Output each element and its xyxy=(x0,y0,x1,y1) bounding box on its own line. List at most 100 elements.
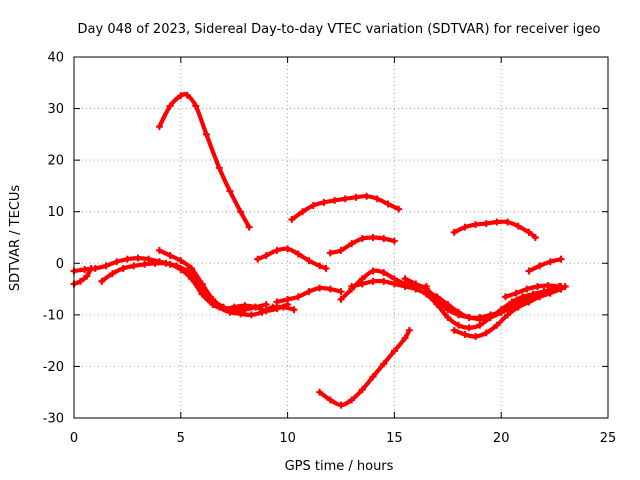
x-tick-label: 20 xyxy=(493,431,510,446)
data-point xyxy=(241,306,249,314)
data-point xyxy=(450,228,458,236)
series-layer xyxy=(70,91,569,409)
data-point xyxy=(465,313,473,321)
data-point xyxy=(284,245,292,253)
data-point xyxy=(390,280,398,288)
data-point xyxy=(536,262,544,270)
data-point xyxy=(461,223,469,231)
series-arc-16 xyxy=(450,218,539,241)
data-point xyxy=(316,284,324,292)
data-point xyxy=(209,295,217,303)
data-point xyxy=(523,285,531,293)
data-point xyxy=(358,280,366,288)
data-point xyxy=(273,298,281,306)
data-point xyxy=(534,282,542,290)
data-point xyxy=(369,277,377,285)
data-point xyxy=(433,293,441,301)
data-point xyxy=(166,102,174,110)
data-point xyxy=(352,193,360,201)
data-point xyxy=(337,246,345,254)
data-point xyxy=(187,264,195,272)
data-point xyxy=(113,258,121,266)
series-arc-18 xyxy=(501,281,563,301)
data-point xyxy=(130,262,138,270)
data-point xyxy=(454,321,462,329)
data-point xyxy=(546,289,554,297)
data-point xyxy=(326,285,334,293)
data-point xyxy=(561,282,569,290)
data-point xyxy=(226,187,234,195)
data-point xyxy=(294,293,302,301)
data-point xyxy=(140,260,148,268)
data-point xyxy=(279,303,287,311)
data-point xyxy=(183,267,191,275)
data-point xyxy=(145,255,153,263)
data-point xyxy=(405,326,413,334)
y-tick-label: -30 xyxy=(43,412,64,427)
data-point xyxy=(444,301,452,309)
series-line xyxy=(452,219,538,240)
data-point xyxy=(337,295,345,303)
y-tick-label: 30 xyxy=(47,102,64,117)
data-point xyxy=(262,301,270,309)
data-point xyxy=(401,334,409,342)
data-point xyxy=(401,275,409,283)
data-point xyxy=(123,255,131,263)
data-point xyxy=(230,306,238,314)
data-point xyxy=(331,196,339,204)
y-tick-label: -20 xyxy=(43,360,64,375)
data-point xyxy=(134,254,142,262)
data-point xyxy=(83,272,91,280)
data-point xyxy=(525,298,533,306)
data-point xyxy=(198,280,206,288)
data-point xyxy=(183,91,191,99)
series-arc-10 xyxy=(316,326,413,409)
data-point xyxy=(358,386,366,394)
data-point xyxy=(81,265,89,273)
y-tick-label: 10 xyxy=(47,205,64,220)
data-point xyxy=(316,262,324,270)
data-point xyxy=(284,295,292,303)
y-axis-label: SDTVAR / TECUs xyxy=(8,185,23,292)
series-line xyxy=(526,257,564,274)
data-point xyxy=(380,235,388,243)
y-tick-label: 0 xyxy=(56,257,64,272)
data-point xyxy=(320,198,328,206)
data-point xyxy=(237,208,245,216)
data-point xyxy=(514,303,522,311)
data-point xyxy=(337,401,345,409)
data-point xyxy=(98,277,106,285)
data-point xyxy=(294,250,302,258)
data-point xyxy=(348,240,356,248)
series-line xyxy=(157,91,252,230)
x-tick-label: 0 xyxy=(70,431,78,446)
data-point xyxy=(348,282,356,290)
data-point xyxy=(102,262,110,270)
chart-title: Day 048 of 2023, Sidereal Day-to-day VTE… xyxy=(78,22,601,37)
data-point xyxy=(555,282,563,290)
plot-frame xyxy=(73,56,609,419)
grid xyxy=(74,57,608,418)
data-point xyxy=(476,313,484,321)
data-point xyxy=(309,202,317,210)
series-arc-1 xyxy=(155,91,253,231)
data-point xyxy=(454,308,462,316)
data-point xyxy=(192,102,200,110)
data-point xyxy=(369,234,377,241)
data-point xyxy=(262,252,270,260)
data-point xyxy=(512,289,520,297)
data-point xyxy=(395,205,403,213)
x-axis-label: GPS time / hours xyxy=(285,459,394,474)
x-tick-label: 15 xyxy=(386,431,403,446)
y-tick-label: -10 xyxy=(43,308,64,323)
data-point xyxy=(87,264,95,272)
data-point xyxy=(215,164,223,172)
data-point xyxy=(380,277,388,285)
data-point xyxy=(316,388,324,396)
data-point xyxy=(390,347,398,355)
y-tick-label: 20 xyxy=(47,154,64,169)
data-point xyxy=(151,259,159,267)
data-point xyxy=(373,195,381,203)
x-tick-labels: 0 5 10 15 20 25 xyxy=(70,431,616,446)
data-point xyxy=(177,92,185,100)
